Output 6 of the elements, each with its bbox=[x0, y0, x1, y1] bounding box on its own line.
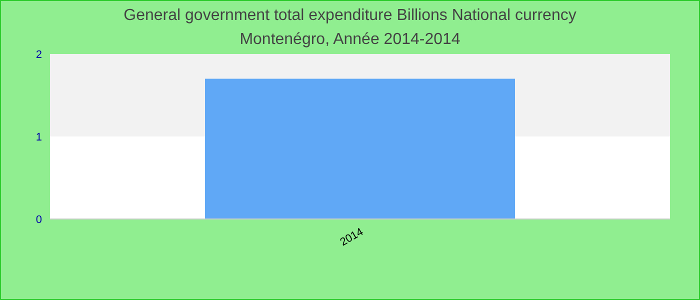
chart-subtitle: Montenégro, Année 2014-2014 bbox=[240, 31, 460, 48]
y-tick-label: 2 bbox=[36, 48, 42, 61]
y-tick-label: 1 bbox=[36, 131, 42, 144]
x-tick-label: 2014 bbox=[338, 226, 366, 249]
y-tick-label: 0 bbox=[36, 214, 42, 226]
chart-title: General government total expenditure Billions National currency bbox=[122, 6, 578, 26]
